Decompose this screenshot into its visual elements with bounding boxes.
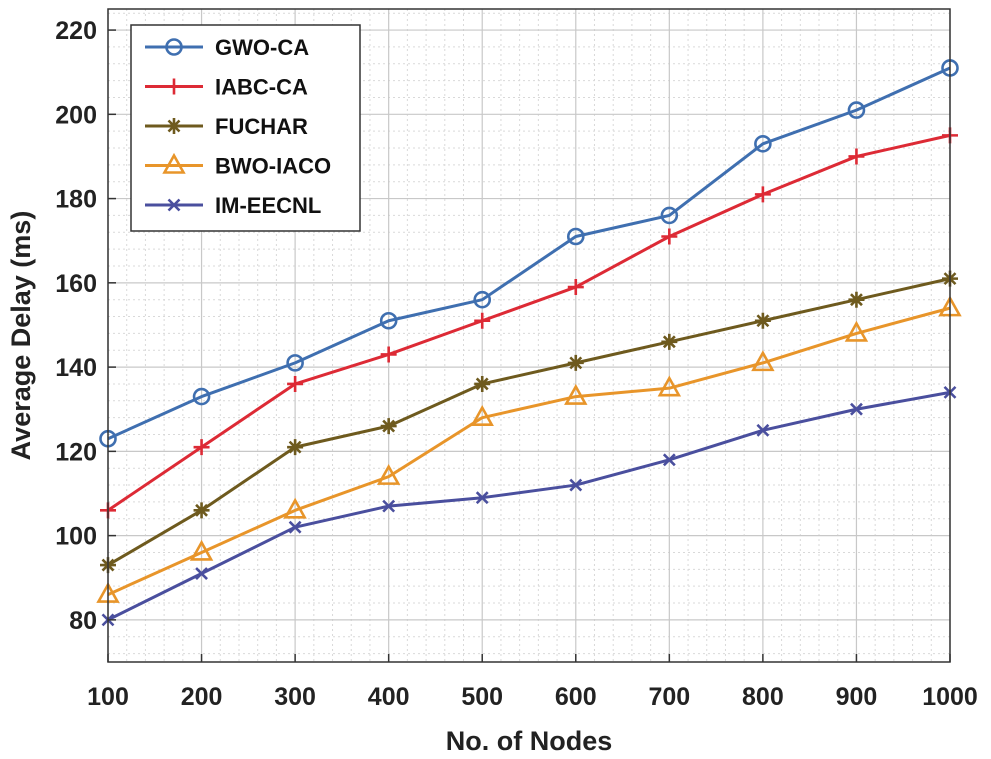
series-line xyxy=(107,306,951,596)
data-point-marker xyxy=(754,312,771,329)
series-line xyxy=(107,277,951,567)
data-point-marker xyxy=(192,387,211,406)
x-tick-label: 400 xyxy=(368,683,410,711)
legend-box xyxy=(130,24,361,232)
series-im-eecnl xyxy=(101,385,957,627)
legend-label: BWO-IACO xyxy=(215,154,331,179)
data-point-marker xyxy=(661,333,678,350)
data-point-marker xyxy=(662,453,676,467)
y-tick-label: 180 xyxy=(55,186,97,214)
x-tick-label: 800 xyxy=(742,683,784,711)
y-tick-label: 140 xyxy=(55,354,97,382)
data-point-marker xyxy=(287,439,304,456)
x-tick-label: 100 xyxy=(87,683,129,711)
data-point-marker xyxy=(166,118,182,134)
data-point-marker xyxy=(848,291,865,308)
data-point-marker xyxy=(380,346,397,363)
data-point-marker xyxy=(660,206,679,225)
legend-label: GWO-CA xyxy=(215,35,309,60)
x-axis-title: No. of Nodes xyxy=(446,726,613,756)
series-gwo-ca xyxy=(99,59,959,448)
legend-item: IM-EECNL xyxy=(145,193,321,218)
data-point-marker xyxy=(751,350,775,372)
data-point-marker xyxy=(195,567,208,580)
legend-item: IABC-CA xyxy=(145,75,308,100)
data-point-marker xyxy=(566,227,585,246)
x-tick-label: 1000 xyxy=(922,683,978,711)
data-point-marker xyxy=(564,383,588,405)
data-point-marker xyxy=(193,439,210,456)
legend-item: BWO-IACO xyxy=(145,152,331,179)
data-point-marker xyxy=(475,491,489,505)
data-point-marker xyxy=(754,186,771,203)
x-tick-label: 200 xyxy=(181,683,223,711)
data-point-marker xyxy=(288,520,302,534)
y-tick-label: 160 xyxy=(55,270,97,298)
y-tick-label: 100 xyxy=(55,523,97,551)
x-tick-label: 300 xyxy=(274,683,316,711)
series-line xyxy=(107,66,951,441)
axes: 100 200 300 400 500 600 700 800 900 1000 80 100 120 1… xyxy=(55,17,978,711)
x-tick-label: 700 xyxy=(648,683,690,711)
data-point-marker xyxy=(283,497,307,519)
data-point-marker xyxy=(166,78,182,95)
series-layer xyxy=(96,59,962,627)
series-line xyxy=(107,133,951,512)
y-tick-label: 220 xyxy=(55,17,97,45)
data-point-marker xyxy=(165,38,183,56)
data-point-marker xyxy=(844,320,869,342)
y-axis-title: Average Delay (ms) xyxy=(6,211,36,461)
data-point-marker xyxy=(287,375,304,392)
data-point-marker xyxy=(848,148,865,165)
x-tick-label: 900 xyxy=(836,683,878,711)
data-point-marker xyxy=(380,418,397,435)
legend: GWO-CA IABC-CA FUCHAR BWO-IACO IM-EECNL xyxy=(130,24,361,232)
grid xyxy=(107,9,951,662)
data-point-marker xyxy=(474,312,491,329)
data-point-marker xyxy=(756,423,770,437)
plot-frame xyxy=(107,8,951,663)
y-tick-label: 200 xyxy=(55,101,97,129)
x-tick-label: 600 xyxy=(555,683,597,711)
data-point-marker xyxy=(754,135,772,153)
data-point-marker xyxy=(567,279,584,296)
data-point-marker xyxy=(569,478,583,492)
series-iabc-ca xyxy=(100,127,958,519)
data-point-marker xyxy=(850,402,863,416)
data-point-marker xyxy=(167,198,181,212)
data-point-marker xyxy=(193,502,210,519)
data-point-marker xyxy=(474,375,491,392)
data-point-marker xyxy=(847,101,866,119)
data-point-marker xyxy=(189,539,214,561)
legend-label: IM-EECNL xyxy=(215,193,321,218)
data-point-marker xyxy=(657,375,682,397)
series-line xyxy=(107,390,951,622)
legend-label: FUCHAR xyxy=(215,114,308,139)
data-point-marker xyxy=(661,228,678,245)
y-tick-label: 120 xyxy=(55,438,97,466)
data-point-marker xyxy=(473,290,492,309)
data-point-marker xyxy=(286,354,304,372)
series-bwo-iaco xyxy=(96,295,962,603)
legend-item: GWO-CA xyxy=(145,35,309,60)
legend-label: IABC-CA xyxy=(215,75,308,100)
x-tick-label: 500 xyxy=(461,683,503,711)
data-point-marker xyxy=(379,311,398,330)
data-point-marker xyxy=(382,499,396,513)
data-point-marker xyxy=(567,354,584,371)
data-point-marker xyxy=(470,404,494,426)
data-point-marker xyxy=(162,152,186,174)
data-point-marker xyxy=(376,463,401,485)
y-tick-label: 80 xyxy=(69,607,97,635)
legend-item: FUCHAR xyxy=(145,114,308,139)
